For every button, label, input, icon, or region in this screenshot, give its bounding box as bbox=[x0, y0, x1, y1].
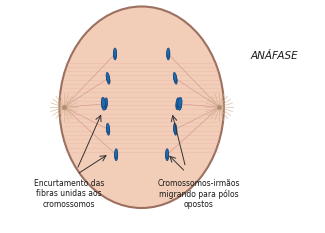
Ellipse shape bbox=[114, 149, 118, 158]
Ellipse shape bbox=[107, 75, 110, 84]
Ellipse shape bbox=[113, 48, 117, 58]
Ellipse shape bbox=[104, 98, 108, 107]
Ellipse shape bbox=[167, 48, 170, 58]
Ellipse shape bbox=[101, 97, 105, 107]
Ellipse shape bbox=[167, 50, 170, 60]
Ellipse shape bbox=[114, 151, 118, 161]
Ellipse shape bbox=[174, 123, 177, 133]
Text: ANÁFASE: ANÁFASE bbox=[251, 51, 298, 61]
Ellipse shape bbox=[59, 7, 224, 208]
Ellipse shape bbox=[176, 100, 179, 110]
Ellipse shape bbox=[176, 98, 179, 107]
Ellipse shape bbox=[106, 72, 110, 82]
Text: Cromossomos-irmãos
migrando para pólos
opostos: Cromossomos-irmãos migrando para pólos o… bbox=[157, 179, 240, 209]
Ellipse shape bbox=[113, 50, 117, 60]
Ellipse shape bbox=[165, 151, 169, 161]
Ellipse shape bbox=[101, 100, 106, 110]
Ellipse shape bbox=[178, 97, 182, 107]
Ellipse shape bbox=[178, 100, 182, 110]
Ellipse shape bbox=[173, 72, 177, 82]
Text: Encurtamento das
fibras unidas aos
cromossomos: Encurtamento das fibras unidas aos cromo… bbox=[33, 179, 104, 209]
Ellipse shape bbox=[174, 126, 177, 135]
Ellipse shape bbox=[174, 75, 177, 84]
Ellipse shape bbox=[106, 123, 110, 133]
Ellipse shape bbox=[107, 126, 110, 135]
Ellipse shape bbox=[165, 149, 169, 158]
Ellipse shape bbox=[104, 100, 107, 110]
